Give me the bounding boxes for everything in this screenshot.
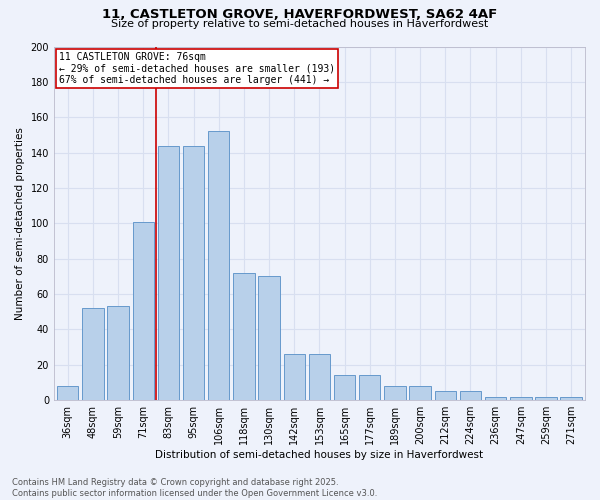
Bar [460, 392, 481, 400]
Bar [208, 132, 229, 400]
Bar [284, 354, 305, 400]
Bar [233, 273, 254, 400]
Bar [409, 386, 431, 400]
X-axis label: Distribution of semi-detached houses by size in Haverfordwest: Distribution of semi-detached houses by … [155, 450, 484, 460]
Bar [334, 376, 355, 400]
Text: Contains HM Land Registry data © Crown copyright and database right 2025.
Contai: Contains HM Land Registry data © Crown c… [12, 478, 377, 498]
Bar [535, 396, 557, 400]
Text: 11 CASTLETON GROVE: 76sqm
← 29% of semi-detached houses are smaller (193)
67% of: 11 CASTLETON GROVE: 76sqm ← 29% of semi-… [59, 52, 335, 85]
Bar [259, 276, 280, 400]
Y-axis label: Number of semi-detached properties: Number of semi-detached properties [15, 127, 25, 320]
Bar [384, 386, 406, 400]
Bar [107, 306, 129, 400]
Bar [359, 376, 380, 400]
Bar [158, 146, 179, 400]
Bar [57, 386, 79, 400]
Bar [133, 222, 154, 400]
Bar [82, 308, 104, 400]
Bar [434, 392, 456, 400]
Bar [183, 146, 205, 400]
Text: Size of property relative to semi-detached houses in Haverfordwest: Size of property relative to semi-detach… [112, 19, 488, 29]
Bar [510, 396, 532, 400]
Text: 11, CASTLETON GROVE, HAVERFORDWEST, SA62 4AF: 11, CASTLETON GROVE, HAVERFORDWEST, SA62… [103, 8, 497, 20]
Bar [485, 396, 506, 400]
Bar [560, 396, 582, 400]
Bar [309, 354, 330, 400]
